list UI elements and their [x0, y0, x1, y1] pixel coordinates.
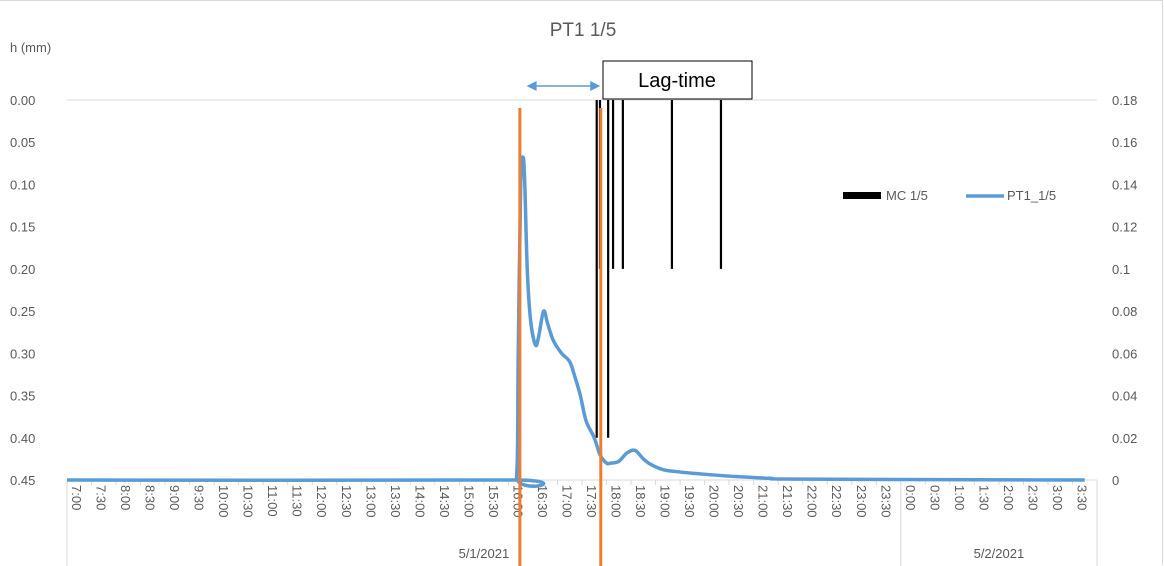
- x-tick-label: 10:00: [216, 485, 231, 518]
- x-tick-label: 3:30: [1074, 485, 1089, 510]
- y2-axis-ticks: 0.18 0.16 0.14 0.12 0.1 0.08 0.06 0.04 0.02 0: [1112, 93, 1137, 488]
- x-group-label: 5/2/2021: [974, 546, 1025, 561]
- pt1-series: [66, 155, 1085, 488]
- y-tick-label: 0.30: [10, 346, 35, 361]
- x-tick-label: 9:00: [167, 485, 182, 510]
- pt1-line: [66, 155, 1085, 488]
- x-tick-label: 11:30: [290, 485, 305, 517]
- x-tick-label: 16:30: [535, 485, 550, 518]
- lag-time-label: Lag-time: [638, 70, 716, 92]
- x-tick-label: 18:30: [633, 485, 648, 518]
- x-tick-label: 18:00: [609, 485, 624, 518]
- x-tick-label: 16:00: [510, 485, 525, 518]
- y2-tick-label: 0.04: [1112, 389, 1137, 404]
- x-tick-label: 20:00: [707, 485, 722, 518]
- chart-title: PT1 1/5: [550, 20, 617, 41]
- x-tick-label: 15:00: [461, 485, 476, 518]
- x-tick-label: 17:30: [584, 485, 599, 518]
- x-tick-label: 21:00: [756, 485, 771, 518]
- y2-tick-label: 0.06: [1112, 346, 1137, 361]
- x-tick-label: 10:30: [241, 485, 256, 518]
- y2-tick-label: 0.08: [1112, 304, 1137, 319]
- x-tick-label: 21:30: [780, 485, 795, 518]
- legend-label-mc: MC 1/5: [886, 188, 928, 203]
- y-tick-label: 0.40: [10, 431, 35, 446]
- x-tick-label: 13:30: [388, 485, 403, 518]
- lag-arrow-head-left: [526, 81, 537, 91]
- lag-time-box: [602, 60, 753, 100]
- legend-label-pt1: PT1_1/5: [1007, 188, 1056, 203]
- x-tick-label: 2:30: [1025, 485, 1040, 510]
- x-tick-label: 0:00: [903, 485, 918, 510]
- lag-arrow-head-right: [590, 81, 601, 91]
- y2-tick-label: 0.12: [1112, 220, 1137, 235]
- x-tick-label: 7:30: [94, 485, 109, 510]
- y-tick-label: 0.10: [10, 177, 35, 192]
- x-tick-label: 12:30: [339, 485, 354, 518]
- x-tick-label: 1:30: [976, 485, 991, 510]
- mc-bars: [595, 100, 723, 438]
- x-tick-label: 20:30: [731, 485, 746, 518]
- y-tick-label: 0.45: [10, 473, 35, 488]
- legend-swatch-mc: [843, 192, 881, 199]
- y2-tick-label: 0.02: [1112, 431, 1137, 446]
- x-tick-label: 12:00: [314, 485, 329, 518]
- x-tick-label: 22:00: [805, 485, 820, 518]
- x-tick-label: 8:30: [143, 485, 158, 510]
- x-tick-label: 19:00: [658, 485, 673, 518]
- y-tick-label: 0.05: [10, 135, 35, 150]
- x-tick-label: 19:30: [682, 485, 697, 518]
- y2-tick-label: 0: [1112, 473, 1119, 488]
- x-tick-label: 3:00: [1050, 485, 1065, 510]
- y2-tick-label: 0.1: [1112, 262, 1130, 277]
- x-tick-label: 23:00: [854, 485, 869, 518]
- y-axis-title: h (mm): [10, 40, 51, 55]
- x-tick-label: 0:30: [927, 485, 942, 510]
- x-tick-label: 17:00: [559, 485, 574, 518]
- legend: MC 1/5 PT1_1/5: [843, 188, 1056, 203]
- x-tick-label: 14:30: [437, 485, 452, 518]
- y-tick-label: 0.35: [10, 389, 35, 404]
- x-tick-label: 2:00: [1001, 485, 1016, 510]
- x-tick-label: 15:30: [486, 485, 501, 518]
- y-tick-label: 0.20: [10, 262, 35, 277]
- y2-tick-label: 0.14: [1112, 177, 1137, 192]
- x-tick-label: 11:00: [265, 485, 280, 517]
- x-tick-label: 8:00: [118, 485, 133, 510]
- x-tick-label: 23:30: [878, 485, 893, 518]
- x-tick-label: 7:00: [69, 485, 84, 510]
- x-tick-label: 1:00: [952, 485, 967, 510]
- y-tick-label: 0.25: [10, 304, 35, 319]
- x-axis: 7:00 7:30 8:00 8:30 9:00 9:30 10:00 10:30 11:00 1…: [66, 479, 1098, 566]
- x-tick-label: 13:00: [363, 485, 378, 518]
- x-tick-label: 22:30: [829, 485, 844, 518]
- x-tick-label: 14:00: [412, 485, 427, 518]
- y-axis-ticks: 0.00 0.05 0.10 0.15 0.20 0.25 0.30 0.35 0.40 0.45: [10, 93, 35, 488]
- y-tick-label: 0.00: [10, 93, 35, 108]
- orange-markers: [518, 108, 603, 566]
- lag-time-annotation: Lag-time: [526, 60, 753, 100]
- y-tick-label: 0.15: [10, 220, 35, 235]
- x-group-label: 5/1/2021: [459, 546, 510, 561]
- y2-tick-label: 0.18: [1112, 93, 1137, 108]
- x-tick-label: 9:30: [192, 485, 207, 510]
- y2-tick-label: 0.16: [1112, 135, 1137, 150]
